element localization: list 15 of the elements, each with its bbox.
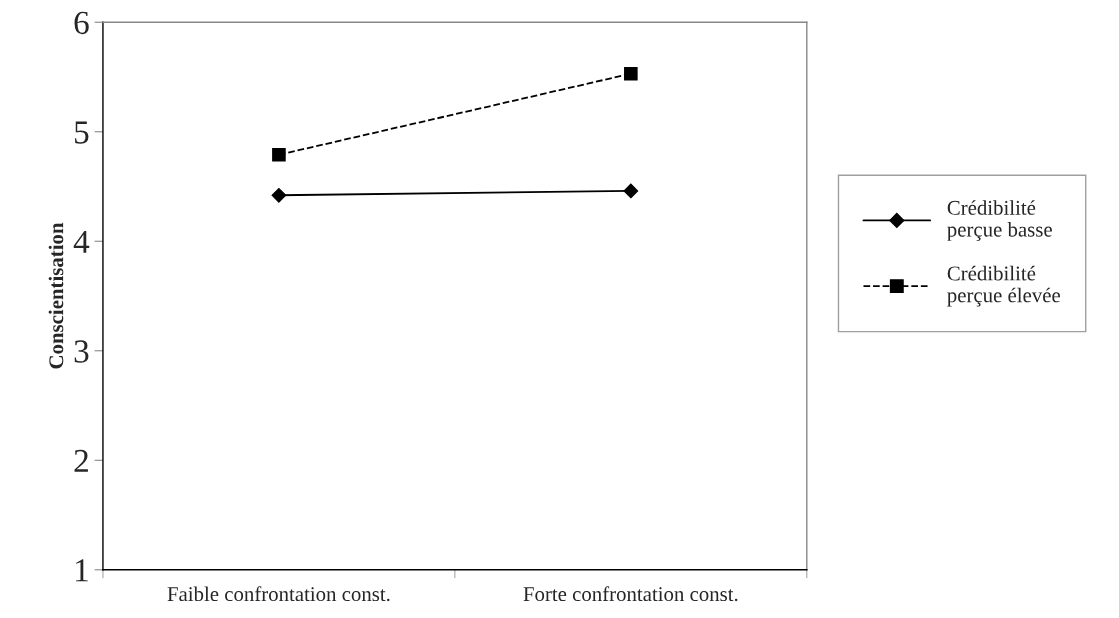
x-tick-label: Forte confrontation const.: [523, 586, 738, 602]
point: [624, 66, 638, 81]
y-axis-title: Conscientisation: [48, 222, 64, 369]
y-tick-label: 6: [74, 11, 89, 35]
y-tick-label: 4: [73, 230, 90, 253]
point: [623, 183, 639, 199]
legend-label: Crédibilité perçue élevée: [947, 265, 1060, 307]
point: [271, 187, 287, 203]
point: [272, 147, 286, 162]
y-tick-label: 2: [74, 449, 88, 472]
x-tick-label: Faible confrontation const.: [167, 586, 390, 602]
y-tick-label: 1: [76, 559, 88, 582]
y-tick-label: 5: [75, 121, 89, 144]
y-tick-label: 3: [74, 340, 89, 363]
legend-label: Crédibilité perçue basse: [947, 200, 1052, 241]
